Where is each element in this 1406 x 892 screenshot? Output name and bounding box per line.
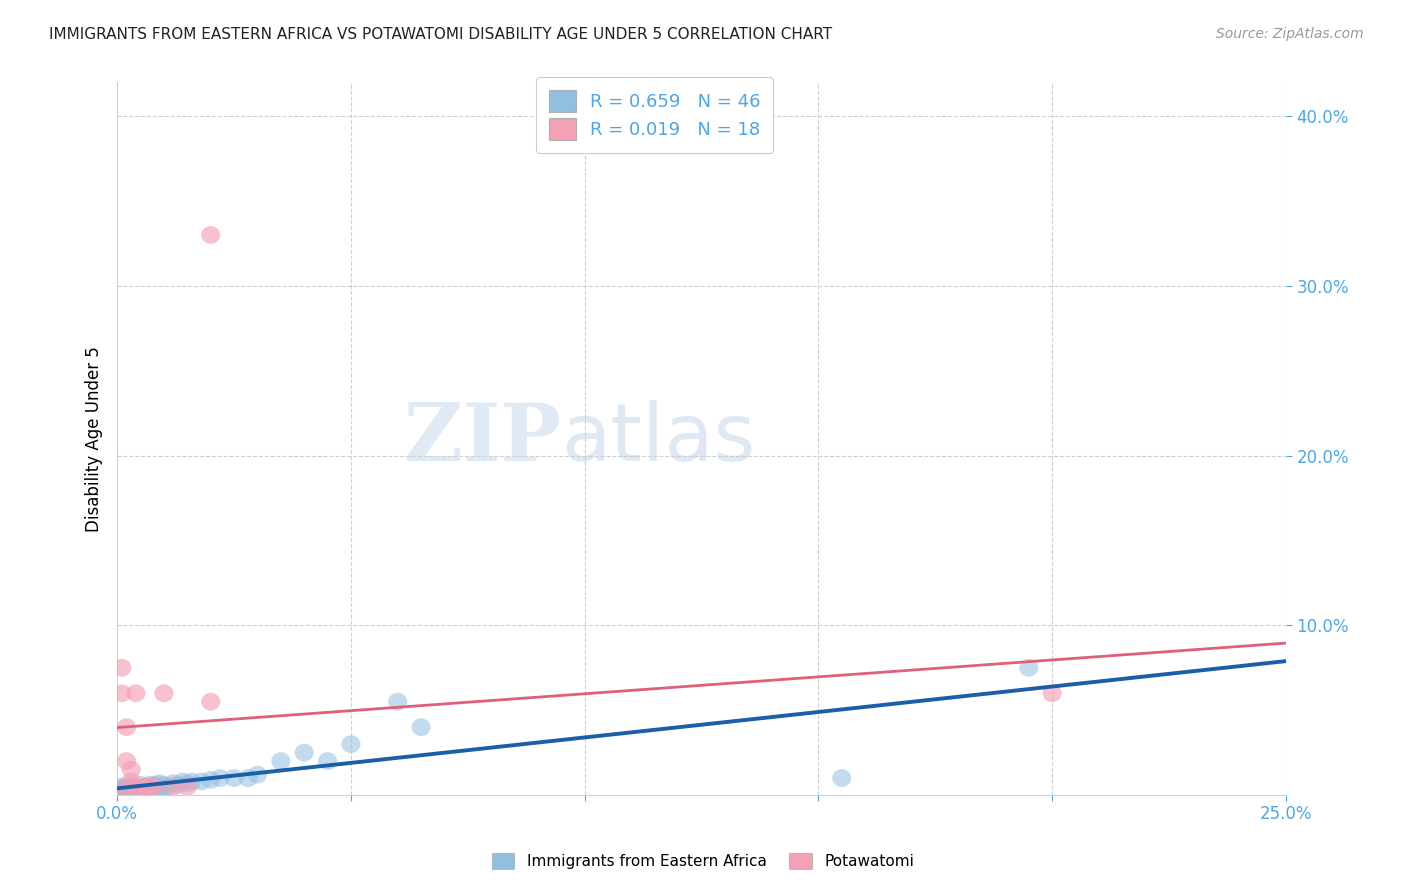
Ellipse shape [122, 761, 141, 779]
Ellipse shape [135, 778, 155, 796]
Ellipse shape [145, 778, 165, 796]
Ellipse shape [211, 769, 229, 787]
Text: IMMIGRANTS FROM EASTERN AFRICA VS POTAWATOMI DISABILITY AGE UNDER 5 CORRELATION : IMMIGRANTS FROM EASTERN AFRICA VS POTAWA… [49, 27, 832, 42]
Ellipse shape [271, 752, 291, 770]
Ellipse shape [141, 781, 159, 799]
Ellipse shape [201, 771, 221, 789]
Ellipse shape [112, 659, 131, 677]
Ellipse shape [112, 781, 131, 799]
Text: atlas: atlas [561, 400, 755, 477]
Ellipse shape [247, 766, 267, 783]
Ellipse shape [122, 783, 141, 801]
Ellipse shape [112, 778, 131, 796]
Ellipse shape [131, 780, 150, 797]
Ellipse shape [117, 778, 136, 796]
Ellipse shape [112, 684, 131, 702]
Ellipse shape [145, 776, 165, 794]
Ellipse shape [112, 781, 131, 799]
Ellipse shape [201, 693, 221, 711]
Ellipse shape [122, 778, 141, 796]
Ellipse shape [239, 769, 257, 787]
Ellipse shape [112, 783, 131, 801]
Ellipse shape [145, 780, 165, 797]
Ellipse shape [127, 778, 145, 796]
Ellipse shape [173, 772, 193, 790]
Ellipse shape [149, 780, 169, 797]
Ellipse shape [177, 774, 197, 792]
Ellipse shape [117, 780, 136, 797]
Ellipse shape [135, 778, 155, 796]
Y-axis label: Disability Age Under 5: Disability Age Under 5 [86, 346, 103, 532]
Ellipse shape [131, 783, 150, 801]
Ellipse shape [412, 718, 430, 736]
Text: Source: ZipAtlas.com: Source: ZipAtlas.com [1216, 27, 1364, 41]
Ellipse shape [225, 769, 243, 787]
Ellipse shape [1019, 659, 1039, 677]
Ellipse shape [832, 769, 852, 787]
Ellipse shape [141, 778, 159, 796]
Ellipse shape [127, 780, 145, 797]
Ellipse shape [127, 684, 145, 702]
Ellipse shape [127, 781, 145, 799]
Ellipse shape [183, 772, 201, 790]
Ellipse shape [155, 684, 173, 702]
Ellipse shape [131, 780, 150, 797]
Ellipse shape [318, 752, 337, 770]
Ellipse shape [117, 752, 136, 770]
Ellipse shape [342, 735, 360, 753]
Ellipse shape [155, 780, 173, 797]
Ellipse shape [201, 226, 221, 244]
Legend: R = 0.659   N = 46, R = 0.019   N = 18: R = 0.659 N = 46, R = 0.019 N = 18 [536, 77, 773, 153]
Ellipse shape [163, 778, 183, 796]
Ellipse shape [122, 781, 141, 799]
Ellipse shape [295, 744, 314, 762]
Ellipse shape [155, 776, 173, 794]
Ellipse shape [169, 776, 187, 794]
Ellipse shape [117, 783, 136, 801]
Ellipse shape [131, 776, 150, 794]
Ellipse shape [159, 778, 179, 796]
Ellipse shape [135, 781, 155, 799]
Ellipse shape [117, 781, 136, 799]
Ellipse shape [141, 776, 159, 794]
Ellipse shape [388, 693, 408, 711]
Ellipse shape [191, 772, 211, 790]
Ellipse shape [112, 780, 131, 797]
Ellipse shape [149, 774, 169, 792]
Ellipse shape [1043, 684, 1062, 702]
Text: ZIP: ZIP [405, 400, 561, 477]
Ellipse shape [122, 772, 141, 790]
Ellipse shape [177, 778, 197, 796]
Ellipse shape [117, 718, 136, 736]
Ellipse shape [163, 774, 183, 792]
Legend: Immigrants from Eastern Africa, Potawatomi: Immigrants from Eastern Africa, Potawato… [485, 847, 921, 875]
